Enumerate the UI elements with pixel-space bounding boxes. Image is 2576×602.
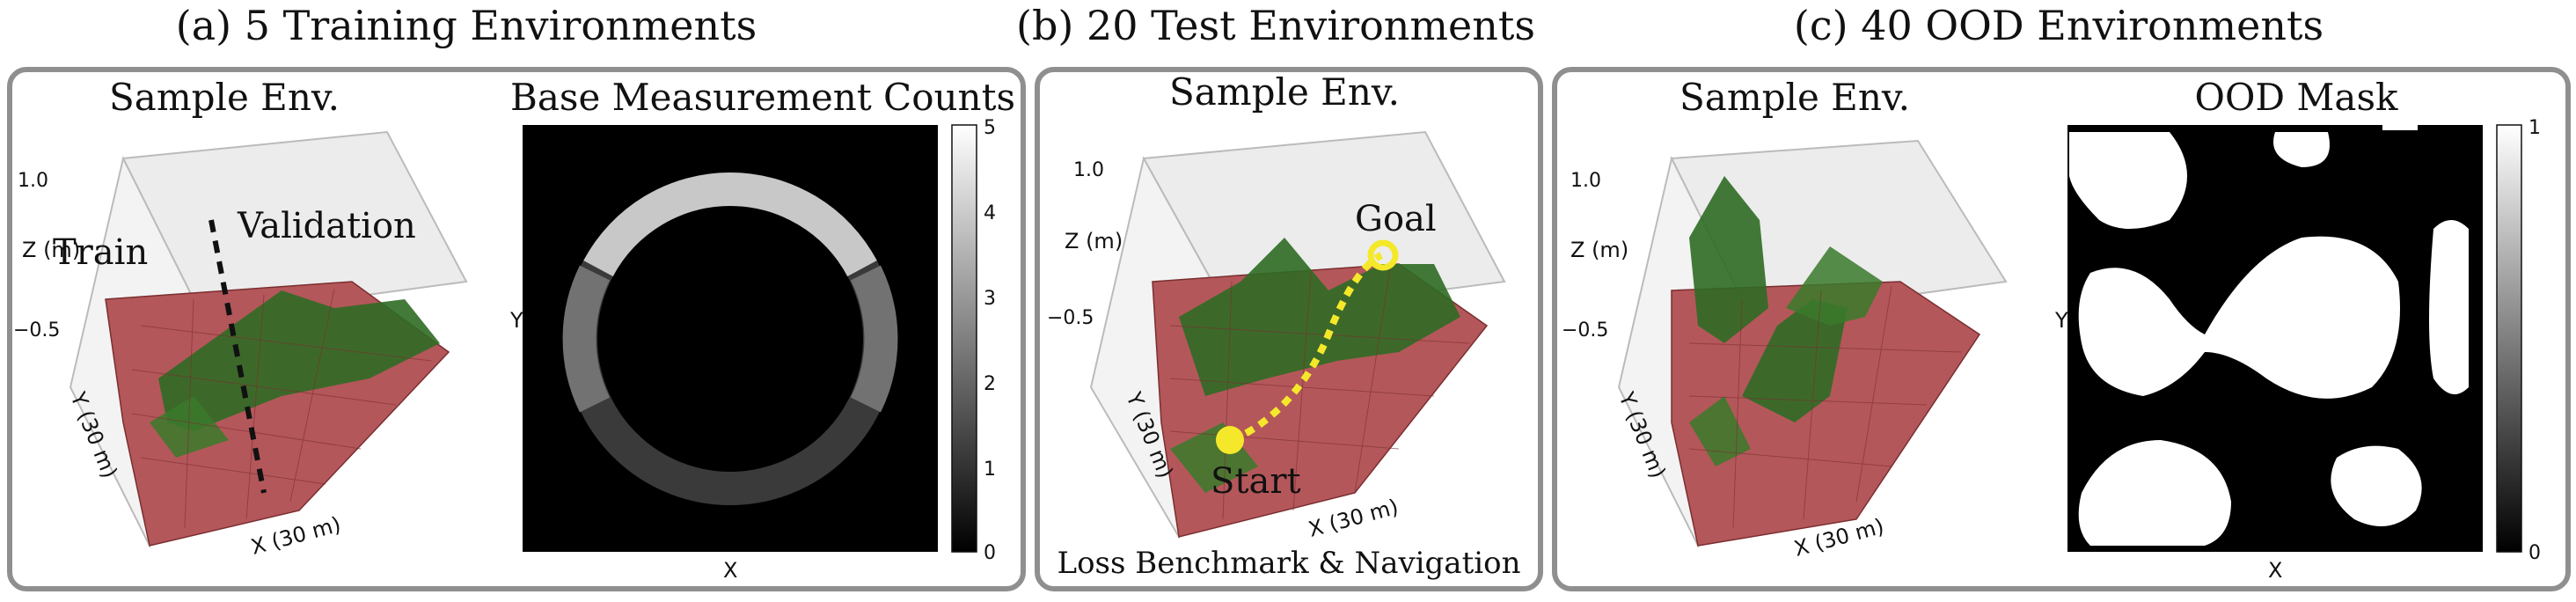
navigation-path [1230, 252, 1383, 444]
section-b-title: (b) 20 Test Environments [1016, 2, 1535, 49]
mask-blob [2429, 220, 2469, 394]
start-label: Start [1211, 461, 1301, 502]
panel-a-env-title: Sample Env. [109, 76, 340, 119]
colorbar-tick: 0 [984, 542, 996, 564]
mask-blob [2078, 236, 2400, 399]
panel-c-3d-plot: 1.0 −0.5 Z (m) Y (30 m) X (30 m) [1562, 139, 2008, 562]
ood-mask: 1 0 X Y [2054, 117, 2541, 583]
validation-label: Validation [237, 206, 416, 246]
panel-c-mask-title: OOD Mask [2194, 76, 2398, 119]
panel-b-env-title: Sample Env. [1169, 70, 1400, 114]
panel-a-counts-title: Base Measurement Counts [510, 76, 1016, 119]
heatmap-x-label: X [723, 558, 737, 583]
section-c-title: (c) 40 OOD Environments [1793, 2, 2324, 49]
colorbar-tick: 1 [984, 459, 996, 481]
start-marker [1216, 426, 1244, 454]
mask-blob [2273, 132, 2330, 167]
terrain-green-patch [1179, 238, 1460, 396]
goal-marker [1367, 239, 1399, 271]
z-axis-label: Z (m) [1065, 229, 1123, 253]
z-axis-label: Z (m) [1570, 238, 1628, 262]
colorbar-gradient [951, 124, 977, 553]
terrain-green-patch [1742, 299, 1848, 422]
split-line [209, 219, 267, 494]
mask-blob [2331, 445, 2422, 526]
mask-y-label: Y [2054, 308, 2068, 333]
train-label: Train [53, 232, 148, 273]
panel-c-env-title: Sample Env. [1680, 76, 1910, 119]
colorbar-tick: 3 [984, 288, 996, 310]
colorbar-tick: 2 [984, 373, 996, 395]
panel-a-3d-plot: Train Validation 1.0 −0.5 Z (m) Y (30 m)… [13, 130, 468, 560]
mask-blob [2078, 440, 2231, 546]
colorbar-tick: 5 [984, 117, 996, 139]
z-axis-label: Z (m) [22, 238, 80, 262]
terrain-green-patch [150, 396, 229, 458]
mask-blob [2382, 125, 2418, 130]
terrain-green-patch [158, 290, 440, 431]
goal-label: Goal [1355, 199, 1437, 239]
z-bottom-tick: −0.5 [1047, 307, 1094, 329]
section-a-title: (a) 5 Training Environments [175, 2, 757, 49]
ring-top [583, 173, 877, 277]
z-top-tick: 1.0 [1073, 159, 1104, 181]
terrain-surface [1671, 281, 1981, 547]
colorbar-gradient [2496, 124, 2522, 553]
terrain-green-patch [1786, 246, 1883, 326]
counts-heatmap: 5 4 3 2 1 0 X Y [509, 117, 996, 583]
z-top-tick: 1.0 [1570, 170, 1601, 192]
z-bottom-tick: −0.5 [1562, 319, 1608, 341]
mask-blob [2069, 132, 2187, 229]
panel-b-caption: Loss Benchmark & Navigation [1057, 546, 1521, 581]
z-bottom-tick: −0.5 [13, 319, 60, 341]
colorbar-tick: 4 [984, 202, 996, 224]
heatmap-y-label: Y [509, 308, 523, 333]
terrain-green-patch [1689, 176, 1768, 343]
colorbar-tick: 0 [2528, 542, 2541, 564]
z-top-tick: 1.0 [18, 170, 48, 192]
terrain-green-patch [1689, 396, 1751, 466]
colorbar-tick: 1 [2528, 117, 2541, 139]
ring-mid-left [562, 265, 611, 413]
mask-x-label: X [2268, 558, 2282, 583]
panel-b-3d-plot: Goal Start 1.0 −0.5 Z (m) Y (30 m) X (30… [1047, 130, 1506, 542]
ring-mid-right [850, 265, 898, 413]
